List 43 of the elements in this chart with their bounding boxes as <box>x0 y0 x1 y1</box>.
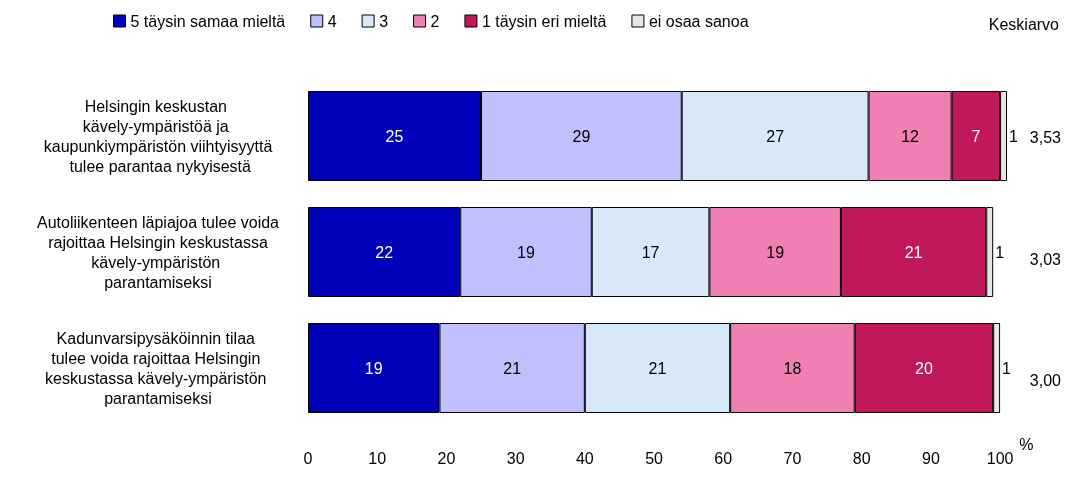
x-tick-label: 70 <box>783 449 802 467</box>
text: 3,03 <box>1029 250 1062 268</box>
x-tick-label: 10 <box>368 449 387 467</box>
legend-label: 2 <box>430 12 440 30</box>
legend-label: 1 täysin eri mieltä <box>481 12 607 30</box>
data-label: 1 <box>1002 359 1012 377</box>
x-tick-label: 20 <box>437 449 456 467</box>
x-tick-label: 80 <box>852 449 871 467</box>
x-tick-label: 40 <box>575 449 594 467</box>
data-label: 21 <box>904 243 923 261</box>
data-label: 1 <box>1009 127 1018 145</box>
data-label: 17 <box>641 243 660 261</box>
legend-label: 4 <box>327 12 337 30</box>
x-axis-title: % <box>1019 435 1034 453</box>
data-label: 27 <box>766 127 785 145</box>
data-label: 21 <box>503 359 522 377</box>
legend-label: 5 täysin samaa mieltä <box>130 12 286 30</box>
data-label: 12 <box>901 127 920 145</box>
legend-label: 3 <box>379 12 389 30</box>
data-label: 22 <box>375 243 394 261</box>
x-tick-label: 30 <box>506 449 525 467</box>
x-tick-label: 90 <box>921 449 940 467</box>
data-label: 25 <box>385 127 404 145</box>
y-tick-label: Autoliikenteen läpiajoa tulee voida rajoittaa Helsingin keskustassa kävely-ympäristön parantamiseksi <box>37 213 280 291</box>
text: 3,00 <box>1029 371 1062 389</box>
data-label: 19 <box>766 243 785 261</box>
y-tick-label: Helsingin keskustan kävely-ympäristöä ja kaupunkiympäristön viihtyisyyttä tulee parantaa nykyisestä <box>43 97 273 175</box>
legend-label: ei osaa sanoa <box>648 12 749 30</box>
x-tick-label: 0 <box>303 449 313 467</box>
data-label: 7 <box>971 127 981 145</box>
text: Keskiarvo <box>988 15 1060 33</box>
data-label: 19 <box>517 243 536 261</box>
x-tick-label: 100 <box>986 449 1014 467</box>
y-tick-label: Kadunvarsipysäköinnin tilaa tulee voida rajoittaa Helsingin keskustassa kävely-ympäristön parantamiseksi <box>45 329 271 407</box>
data-label: 1 <box>995 243 1005 261</box>
x-tick-label: 60 <box>714 449 733 467</box>
data-label: 19 <box>364 359 383 377</box>
data-label: 20 <box>915 359 933 377</box>
data-label: 18 <box>783 359 802 377</box>
data-label: 21 <box>648 359 667 377</box>
text: 3,53 <box>1029 129 1062 147</box>
data-label: 29 <box>572 127 591 145</box>
x-tick-label: 50 <box>645 449 664 467</box>
